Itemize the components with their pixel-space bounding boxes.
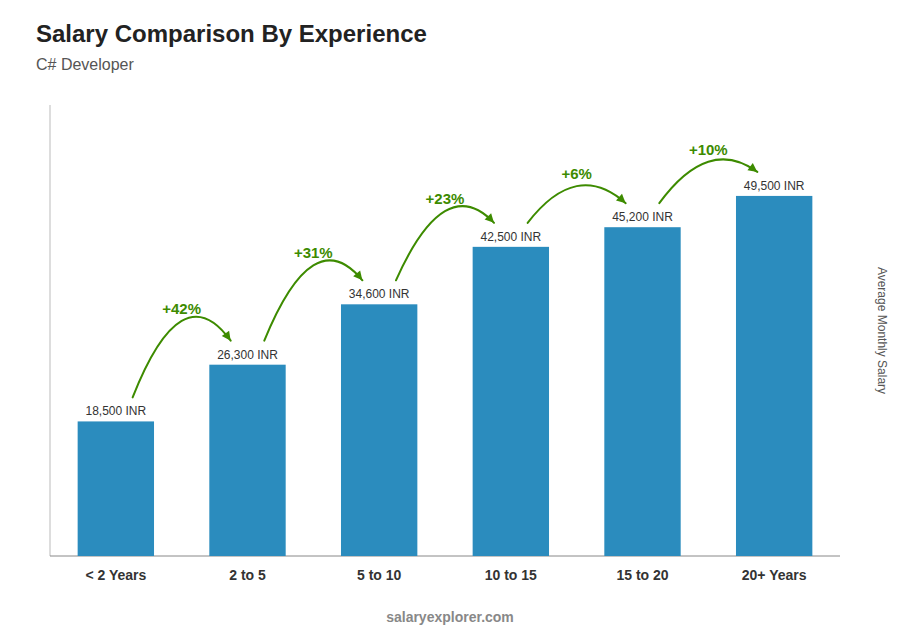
bar [341,304,417,556]
bar [473,247,549,556]
watermark-part: salary [386,609,427,625]
bar [736,196,812,556]
change-arc [659,159,757,203]
change-arrowhead [222,331,231,341]
change-arc [264,260,362,340]
change-label: +10% [689,141,728,158]
watermark-part: .com [481,609,514,625]
y-axis-line [50,105,51,556]
subtitle: C# Developer [36,56,135,73]
x-tick-label: < 2 Years [85,567,146,583]
x-tick-label: 15 to 20 [616,567,668,583]
x-tick-label: 20+ Years [742,567,807,583]
bar [209,365,285,556]
watermark: salaryexplorer.com [386,609,514,625]
watermark-part: explorer [427,609,483,625]
change-label: +31% [294,244,333,261]
value-label: 45,200 INR [612,210,673,224]
change-arrowhead [616,194,626,203]
y-axis-label: Average Monthly Salary [875,267,889,394]
x-tick-label: 10 to 15 [485,567,537,583]
chart-container: Salary Comparison By Experience C# Develo… [0,0,900,641]
change-arrowhead [747,163,757,172]
x-axis-line [50,556,840,557]
x-tick-label: 2 to 5 [229,567,266,583]
value-label: 49,500 INR [744,179,805,193]
chart-svg: Salary Comparison By Experience C# Develo… [0,0,900,641]
change-label: +6% [561,165,591,182]
change-label: +23% [426,190,465,207]
change-arc [133,317,231,398]
value-label: 42,500 INR [480,230,541,244]
change-arc [396,206,494,280]
bars [78,196,813,556]
x-tick-label: 5 to 10 [357,567,402,583]
change-arrowhead [353,270,362,280]
change-arc [528,185,626,223]
title: Salary Comparison By Experience [36,20,427,47]
value-label: 34,600 INR [349,287,410,301]
bar [78,421,154,556]
value-label: 18,500 INR [85,404,146,418]
change-label: +42% [162,300,201,317]
change-arrowhead [485,213,494,223]
value-label: 26,300 INR [217,348,278,362]
bar [604,227,680,556]
